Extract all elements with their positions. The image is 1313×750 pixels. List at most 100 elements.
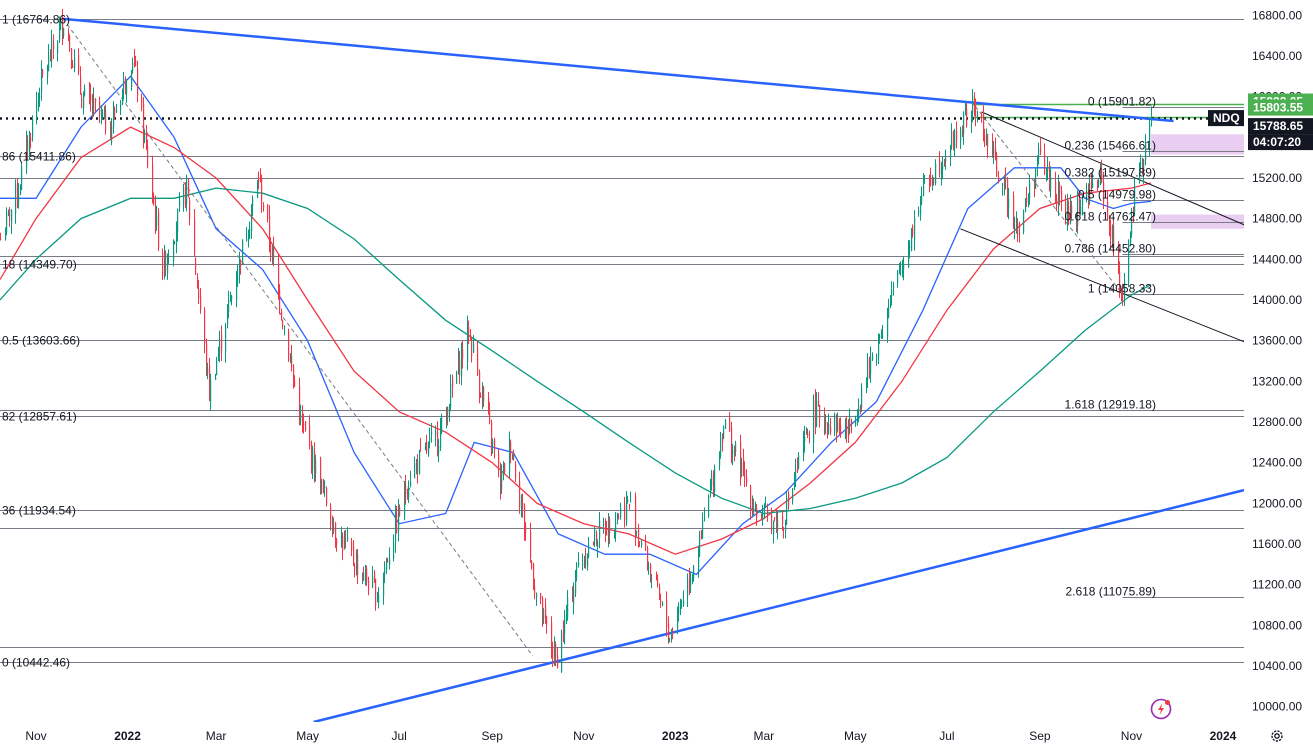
candle-body-500 — [1050, 177, 1052, 190]
candle-body-238 — [501, 470, 503, 490]
candle-body-508 — [1068, 206, 1070, 225]
candle-body-177 — [374, 572, 376, 582]
candle-body-480 — [1008, 198, 1010, 209]
candle-body-69 — [146, 131, 148, 147]
y-tick-label-5: 14800.00 — [1252, 212, 1302, 226]
candle-body-474 — [996, 154, 998, 177]
candle-body-547 — [1151, 115, 1153, 123]
candle-body-109 — [230, 298, 232, 302]
candle-body-71 — [152, 164, 154, 198]
trendline-4 — [62, 18, 534, 657]
candle-body-477 — [1004, 175, 1006, 187]
candle-body-418 — [879, 335, 881, 339]
candle-body-113 — [239, 256, 241, 274]
candle-body-79 — [167, 259, 169, 274]
candle-body-208 — [438, 445, 440, 454]
candle-body-118 — [249, 226, 251, 239]
candle-body-85 — [179, 200, 181, 206]
y-tick-label-0: 16800.00 — [1252, 8, 1302, 22]
candle-body-421 — [887, 316, 889, 338]
candle-body-456 — [960, 128, 962, 141]
candle-body-256 — [540, 592, 542, 599]
candle-body-433 — [911, 228, 913, 250]
x-tick-label-0: Nov — [25, 729, 46, 743]
candle-body-521 — [1097, 183, 1099, 187]
candle-body-424 — [891, 290, 893, 297]
time-axis[interactable]: Nov 2022 Mar May Jul Sep Nov 2023 Mar May Jul Sep No… — [0, 722, 1313, 750]
candle-body-14 — [30, 137, 32, 141]
x-tick-label-11: Sep — [1029, 729, 1051, 743]
candle-body-478 — [1005, 177, 1007, 181]
candle-body-233 — [491, 422, 493, 447]
candle-body-202 — [426, 441, 428, 453]
candle-body-464 — [975, 104, 977, 118]
candle-body-292 — [615, 522, 617, 534]
candle-body-507 — [1067, 204, 1069, 223]
candle-body-15 — [32, 118, 34, 137]
candle-body-443 — [932, 181, 934, 187]
candle-body-197 — [416, 461, 418, 467]
candle-body-123 — [260, 178, 262, 180]
x-tick-label-12: Nov — [1121, 729, 1142, 743]
candle-body-295 — [620, 507, 622, 517]
candle-body-461 — [971, 116, 973, 125]
candle-body-330 — [693, 566, 695, 579]
candle-body-102 — [216, 360, 218, 376]
tradingview-logo-icon[interactable] — [1150, 698, 1172, 720]
candle-body-449 — [944, 162, 946, 167]
candle-body-489 — [1028, 200, 1030, 202]
settings-gear-icon[interactable] — [1270, 729, 1284, 743]
x-tick-label-8: Mar — [753, 729, 774, 743]
x-tick-label-3: May — [296, 729, 319, 743]
candle-body-286 — [603, 522, 605, 525]
candle-body-401 — [845, 425, 847, 437]
candle-body-58 — [123, 78, 125, 90]
highlight-zones — [1150, 134, 1244, 229]
candle-body-275 — [578, 562, 580, 566]
candle-body-460 — [966, 108, 968, 127]
candle-body-90 — [189, 200, 191, 220]
candle-body-483 — [1016, 220, 1018, 232]
candle-body-475 — [998, 176, 1000, 182]
candle-body-342 — [720, 437, 722, 457]
candle-body-183 — [386, 560, 388, 570]
candle-body-261 — [551, 622, 553, 649]
x-tick-label-13: 2024 — [1210, 729, 1237, 743]
candle-body-187 — [395, 515, 397, 543]
candle-body-30 — [63, 28, 65, 36]
candle-body-406 — [855, 421, 857, 426]
candle-body-373 — [785, 525, 787, 531]
candle-body-72 — [153, 196, 155, 205]
candle-body-237 — [500, 464, 502, 490]
candle-body-100 — [210, 379, 212, 403]
candle-body-538 — [1131, 210, 1133, 235]
candle-body-363 — [764, 504, 766, 509]
candle-body-285 — [599, 520, 601, 538]
price-tag-text-2: 15788.65 — [1253, 119, 1303, 133]
candle-body-82 — [174, 241, 176, 244]
candle-body-258 — [543, 609, 545, 620]
candle-body-140 — [294, 380, 296, 387]
candle-body-467 — [983, 114, 985, 135]
trendline-1 — [313, 488, 1245, 724]
candle-body-84 — [177, 208, 179, 232]
candle-body-529 — [1112, 227, 1114, 239]
time-axis-background — [0, 722, 1313, 750]
candle-body-407 — [857, 417, 859, 419]
candle-body-544 — [1143, 159, 1145, 174]
candle-body-280 — [588, 544, 590, 558]
candle-body-196 — [414, 463, 416, 479]
candle-body-440 — [924, 175, 926, 177]
candle-body-28 — [60, 18, 62, 30]
candle-body-136 — [288, 330, 290, 361]
candle-body-519 — [1091, 180, 1093, 189]
candle-body-420 — [882, 335, 884, 338]
candle-body-392 — [825, 421, 827, 425]
candle-body-203 — [428, 441, 430, 454]
candle-body-309 — [650, 564, 652, 579]
candle-body-135 — [284, 326, 286, 328]
candle-body-546 — [1149, 123, 1151, 146]
y-tick-label-7: 14000.00 — [1252, 293, 1302, 307]
candle-body-125 — [263, 204, 265, 209]
